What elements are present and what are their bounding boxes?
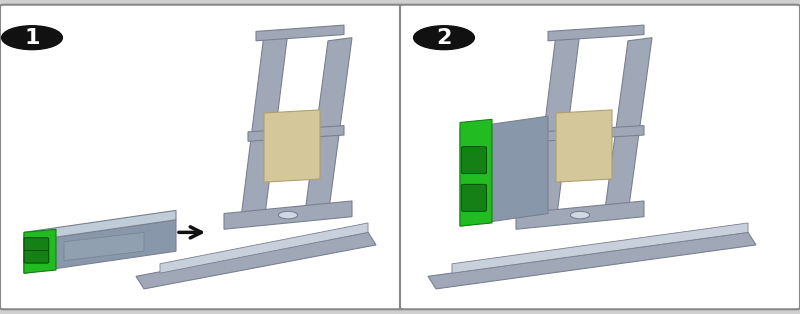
- Polygon shape: [304, 38, 352, 220]
- Polygon shape: [428, 232, 756, 289]
- Text: 1: 1: [24, 28, 40, 48]
- FancyBboxPatch shape: [462, 147, 486, 174]
- Polygon shape: [64, 232, 144, 261]
- Polygon shape: [24, 220, 176, 273]
- Polygon shape: [24, 210, 176, 242]
- Polygon shape: [532, 31, 580, 226]
- Circle shape: [570, 211, 590, 219]
- Circle shape: [278, 211, 298, 219]
- FancyBboxPatch shape: [400, 5, 800, 309]
- FancyBboxPatch shape: [0, 5, 404, 309]
- Polygon shape: [460, 116, 548, 226]
- Text: 2: 2: [436, 28, 452, 48]
- Polygon shape: [460, 119, 492, 226]
- FancyBboxPatch shape: [24, 250, 49, 263]
- Polygon shape: [224, 201, 352, 229]
- Polygon shape: [516, 201, 644, 229]
- Polygon shape: [136, 232, 376, 289]
- Polygon shape: [548, 25, 644, 41]
- Polygon shape: [256, 25, 344, 41]
- Polygon shape: [604, 38, 652, 217]
- FancyBboxPatch shape: [24, 238, 49, 251]
- Polygon shape: [556, 110, 612, 182]
- Circle shape: [2, 26, 62, 50]
- Polygon shape: [540, 126, 644, 141]
- Polygon shape: [452, 223, 748, 273]
- Polygon shape: [24, 229, 56, 273]
- Circle shape: [414, 26, 474, 50]
- Polygon shape: [240, 31, 288, 226]
- Polygon shape: [264, 110, 320, 182]
- Polygon shape: [160, 223, 368, 273]
- Polygon shape: [24, 232, 48, 273]
- Polygon shape: [248, 126, 344, 141]
- FancyBboxPatch shape: [462, 184, 486, 211]
